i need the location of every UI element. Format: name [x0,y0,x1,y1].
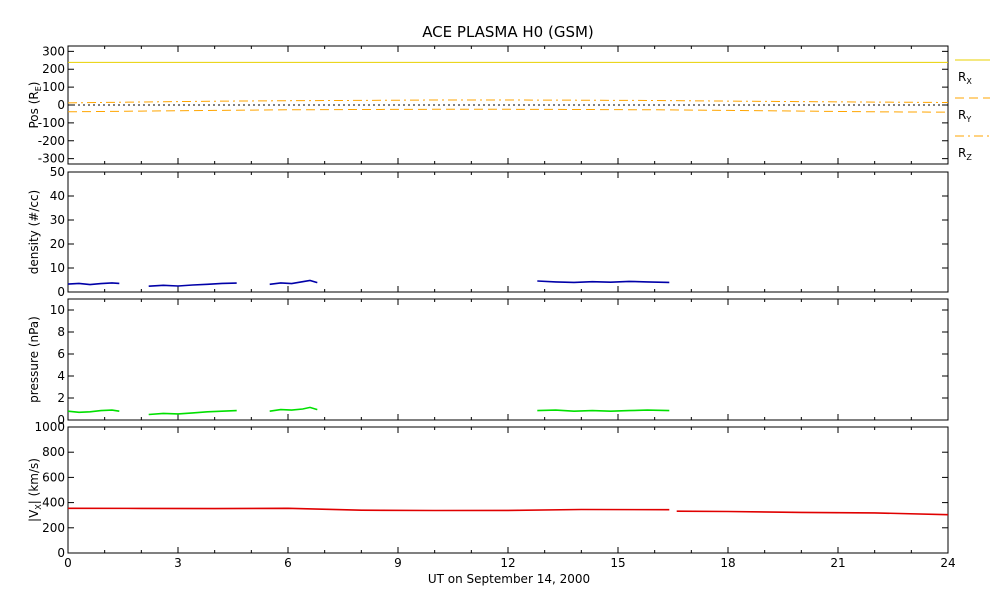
pressure-frame [67,298,949,421]
pressure-ytick-label: 6 [57,347,65,361]
density-frame [67,171,949,293]
pressure-series-pressure-segment-0 [67,409,120,414]
pos-ytick-label: -200 [38,134,65,148]
panel-pressure: 0 2 4 6 8 10 pressure (nPa) [27,298,949,427]
vx-ytick-label: 0 [57,546,65,560]
pressure-ytick-label: 8 [57,325,65,339]
panel-vx: 0 200 400 600 800 1000 |VX| (km/s) [27,420,949,560]
x-axis: 0 3 6 9 12 15 18 21 24 [64,556,955,570]
legend-label-x: RX [958,70,972,86]
pressure-series-pressure-segment-1 [148,409,237,416]
pos-ytick-label: -100 [38,116,65,130]
pos-series-RZ [67,99,949,104]
x-tick-label: 21 [830,556,845,570]
pos-ytick-label: -300 [38,152,65,166]
pos-y-axis-label: Pos (RE) [27,82,43,129]
density-series-density-segment-0 [67,282,120,286]
x-tick-label: 12 [500,556,515,570]
legend: RX RY RZ [955,59,990,162]
pressure-ytick-label: 0 [57,413,65,427]
x-tick-label: 9 [394,556,402,570]
density-ytick-label: 30 [50,213,65,227]
pos-ytick-label: 100 [42,80,65,94]
pressure-ytick-label: 4 [57,369,65,383]
density-ytick-label: 0 [57,285,65,299]
panel-density: 0 10 20 30 40 50 density (#/cc) [27,165,949,299]
density-ytick-label: 40 [50,189,65,203]
pressure-ytick-label: 10 [50,303,65,317]
x-tick-label: 0 [64,556,72,570]
vx-y-axis-label: |VX| (km/s) [27,458,43,522]
legend-label-z: RZ [958,146,972,162]
vx-ytick-label: 600 [42,470,65,484]
density-series-density-segment-1 [148,282,237,287]
pressure-series-pressure-segment-3 [537,409,670,413]
vx-ytick-label: 1000 [34,420,65,434]
x-tick-label: 24 [940,556,955,570]
vx-series-vx-segment-0 [67,507,670,512]
x-tick-label: 6 [284,556,292,570]
vx-frame [67,426,949,554]
pressure-ytick-label: 2 [57,391,65,405]
vx-series-vx-segment-1 [676,510,949,516]
density-y-axis-label: density (#/cc) [27,190,41,274]
vx-ytick-label: 200 [42,521,65,535]
pressure-y-axis-label: pressure (nPa) [27,316,41,403]
chart-title: ACE PLASMA H0 (GSM) [422,23,594,41]
x-tick-label: 3 [174,556,182,570]
pressure-series-pressure-segment-2 [269,406,318,412]
vx-ytick-label: 800 [42,445,65,459]
pos-series-RY [67,108,949,113]
density-ytick-label: 20 [50,237,65,251]
pos-ytick-label: 300 [42,44,65,58]
x-tick-label: 15 [610,556,625,570]
density-ytick-label: 50 [50,165,65,179]
x-axis-label: UT on September 14, 2000 [428,572,590,586]
density-series-density-segment-2 [269,279,318,286]
vx-ytick-label: 400 [42,496,65,510]
x-tick-label: 18 [720,556,735,570]
pos-ytick-label: 0 [57,98,65,112]
legend-label-y: RY [958,108,971,124]
pos-ytick-label: 200 [42,62,65,76]
density-series-density-segment-3 [537,280,670,284]
density-ytick-label: 10 [50,261,65,275]
panel-pos: -300 -200 -100 0 100 200 300 Pos (RE) [27,44,949,166]
